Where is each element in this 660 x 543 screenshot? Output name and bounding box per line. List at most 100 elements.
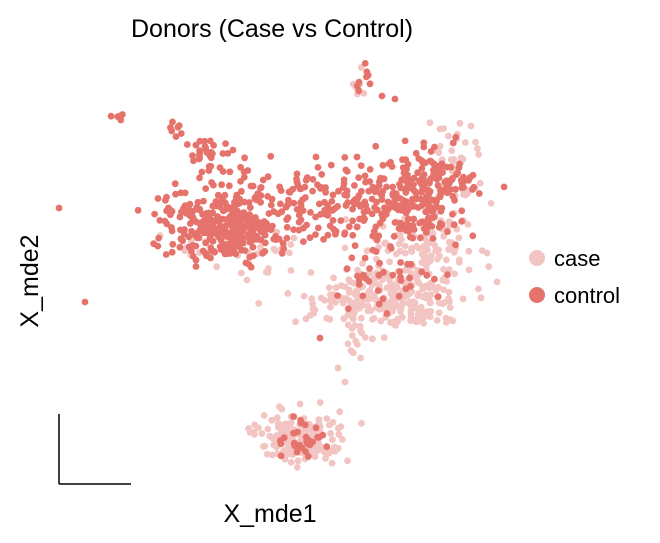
point-control: [275, 235, 283, 243]
point-case: [445, 288, 453, 296]
point-control: [378, 196, 386, 204]
point-case: [435, 149, 443, 157]
point-control: [399, 164, 407, 172]
point-control: [270, 235, 278, 243]
point-case: [213, 263, 221, 271]
point-control: [300, 238, 307, 246]
point-case: [493, 278, 501, 286]
point-control: [366, 265, 373, 272]
point-control: [198, 168, 206, 176]
point-control: [277, 437, 284, 445]
point-control: [196, 205, 204, 213]
point-control: [192, 263, 200, 270]
point-case: [435, 299, 443, 307]
point-case: [327, 303, 334, 311]
point-control: [176, 243, 184, 251]
point-control: [208, 247, 216, 255]
point-case: [392, 250, 400, 258]
point-case: [323, 415, 331, 422]
point-case: [440, 299, 448, 307]
point-control: [429, 235, 437, 242]
point-control: [249, 182, 257, 190]
point-control: [246, 204, 254, 212]
point-control: [391, 95, 399, 103]
point-control: [219, 168, 227, 175]
point-control: [324, 231, 332, 239]
point-case: [427, 299, 434, 307]
point-control: [402, 227, 410, 234]
point-control: [302, 448, 309, 455]
point-case: [311, 306, 319, 314]
point-control: [372, 142, 380, 150]
point-case: [472, 138, 479, 146]
point-control: [214, 199, 222, 207]
point-case: [440, 266, 447, 273]
point-case: [287, 241, 295, 248]
point-case: [330, 274, 337, 282]
point-control: [427, 175, 435, 182]
point-control: [410, 181, 417, 188]
point-control: [291, 442, 299, 450]
point-case: [299, 427, 306, 435]
point-control: [224, 203, 231, 211]
point-case: [404, 266, 411, 274]
point-control: [301, 421, 309, 429]
point-control: [351, 200, 359, 208]
point-control: [435, 174, 442, 182]
point-control: [282, 203, 290, 211]
point-case: [284, 290, 292, 297]
point-control: [427, 148, 435, 155]
point-case: [427, 252, 435, 260]
point-control: [321, 206, 328, 214]
point-control: [401, 137, 409, 145]
point-control: [420, 139, 428, 147]
point-control: [400, 197, 407, 204]
point-control: [327, 161, 335, 169]
point-case: [366, 295, 374, 302]
point-control: [452, 185, 459, 193]
point-control: [249, 243, 257, 251]
point-control: [406, 274, 413, 282]
point-control: [389, 271, 397, 279]
point-case: [358, 329, 366, 337]
point-case: [348, 324, 356, 332]
point-control: [354, 272, 361, 280]
point-control: [250, 223, 258, 231]
point-control: [389, 183, 397, 191]
point-case: [255, 300, 263, 307]
point-control: [414, 169, 422, 177]
point-control: [412, 149, 420, 157]
point-case: [344, 340, 352, 348]
point-control: [452, 241, 459, 249]
point-control: [417, 234, 424, 242]
point-control: [315, 200, 323, 208]
point-control: [207, 230, 215, 238]
point-control: [384, 206, 391, 214]
point-control: [414, 204, 422, 211]
point-case: [238, 269, 245, 277]
point-control: [230, 220, 238, 228]
point-control: [259, 249, 266, 257]
point-control: [312, 231, 319, 239]
point-control: [280, 245, 288, 253]
point-control: [353, 153, 361, 161]
point-control: [221, 226, 229, 234]
point-control: [457, 176, 465, 184]
point-case: [340, 315, 348, 323]
point-control: [134, 206, 142, 214]
point-case: [434, 255, 441, 263]
point-control: [375, 271, 383, 279]
point-control: [470, 183, 478, 191]
point-control: [383, 183, 390, 191]
point-control: [151, 210, 159, 218]
scatter-points: [55, 60, 508, 471]
point-control: [150, 240, 158, 248]
point-control: [341, 229, 349, 237]
point-case: [440, 232, 448, 240]
point-control: [431, 275, 438, 283]
point-control: [322, 188, 329, 196]
point-case: [380, 334, 388, 341]
point-control: [349, 217, 357, 225]
point-control: [226, 168, 234, 176]
point-control: [222, 140, 230, 148]
